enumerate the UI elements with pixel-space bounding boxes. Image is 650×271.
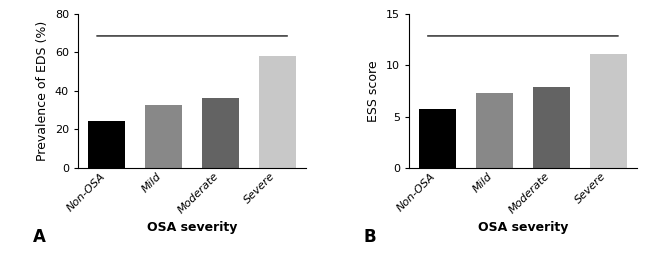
Y-axis label: Prevalence of EDS (%): Prevalence of EDS (%) bbox=[36, 21, 49, 161]
Bar bbox=[88, 121, 125, 168]
Bar bbox=[419, 109, 456, 168]
X-axis label: OSA severity: OSA severity bbox=[478, 221, 568, 234]
Bar bbox=[145, 105, 182, 168]
Bar bbox=[259, 56, 296, 168]
Bar bbox=[202, 98, 239, 168]
Bar bbox=[476, 93, 513, 168]
Text: B: B bbox=[363, 228, 376, 246]
Bar bbox=[590, 54, 627, 168]
Text: A: A bbox=[32, 228, 46, 246]
Y-axis label: ESS score: ESS score bbox=[367, 60, 380, 122]
Bar bbox=[533, 87, 570, 168]
X-axis label: OSA severity: OSA severity bbox=[147, 221, 237, 234]
